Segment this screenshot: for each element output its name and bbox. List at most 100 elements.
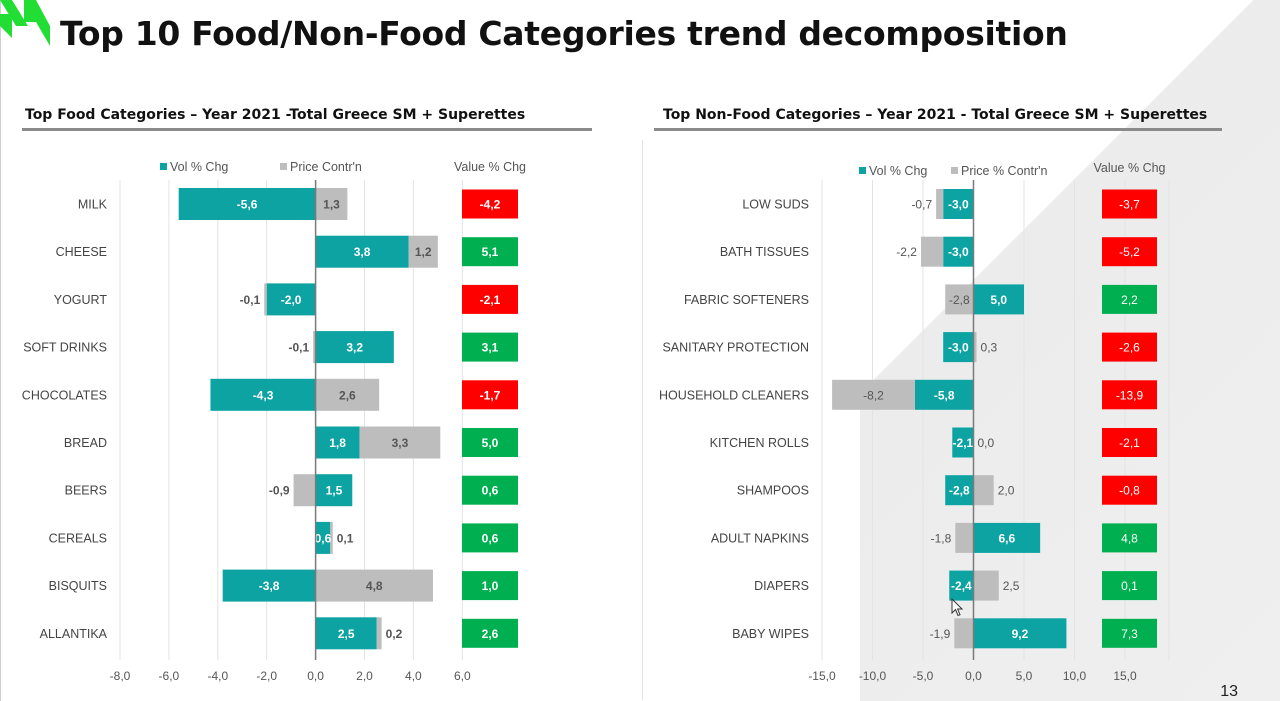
value-chg-box	[462, 475, 518, 505]
mouse-cursor-icon	[951, 598, 964, 617]
legend-label-price: Price % Contr'n	[961, 164, 1047, 178]
value-chg-label: 5,1	[482, 245, 499, 259]
legend-label-price: Price Contr'n	[290, 160, 362, 174]
price-data-label: -0,1	[288, 341, 309, 355]
price-data-label: 1,2	[415, 245, 432, 259]
value-chg-box	[1102, 332, 1157, 362]
value-chg-label: -2,6	[1119, 341, 1140, 355]
vol-bar	[943, 189, 974, 219]
price-data-label: 1,3	[323, 198, 340, 212]
value-chg-label: 0,6	[482, 484, 499, 498]
vol-data-label: 9,2	[1012, 627, 1029, 641]
value-chg-box	[1102, 618, 1157, 648]
value-chg-label: -4,2	[480, 198, 501, 212]
price-bar	[955, 522, 974, 553]
value-chg-label: -3,7	[1119, 198, 1140, 212]
slide-title: Top 10 Food/Non-Food Categories trend de…	[60, 14, 1068, 53]
price-bar	[920, 236, 944, 267]
x-tick-label: 0,0	[307, 669, 324, 683]
value-chg-label: 7,3	[1121, 627, 1138, 641]
price-bar	[315, 378, 380, 411]
x-tick-label: -2,0	[256, 669, 277, 683]
vol-data-label: -2,8	[949, 484, 970, 498]
value-chg-label: -0,8	[1119, 484, 1140, 498]
value-chg-box	[462, 380, 518, 410]
price-bar	[408, 235, 438, 268]
vol-data-label: 0,6	[315, 531, 332, 545]
vol-bar	[952, 427, 974, 458]
x-tick-label: -6,0	[159, 669, 180, 683]
price-data-label: 4,8	[366, 579, 383, 593]
vol-data-label: -3,0	[948, 341, 969, 355]
x-tick-label: 5,0	[1016, 669, 1033, 683]
x-tick-label: 10,0	[1063, 669, 1087, 683]
category-label: BABY WIPES	[732, 627, 809, 641]
vol-bar	[973, 522, 1041, 553]
x-tick-label: 4,0	[405, 669, 422, 683]
vol-data-label: 3,2	[346, 341, 363, 355]
nonfood-chart-title: Top Non-Food Categories – Year 2021 - To…	[663, 107, 1208, 123]
vol-bar	[315, 235, 409, 268]
food-categories-chart: -8,0 -6,0 -4,0 -2,0 0,0 2,0 4,0 6,0 Vol % Chg Pri…	[22, 160, 526, 683]
x-tick-label: -5,0	[913, 669, 934, 683]
value-column-header: Value % Chg	[1093, 161, 1165, 175]
vol-data-label: 1,8	[329, 436, 346, 450]
value-chg-label: 4,8	[1121, 531, 1138, 545]
price-data-label: -8,2	[863, 388, 884, 402]
price-data-label: -2,8	[949, 293, 970, 307]
value-chg-label: 5,0	[482, 436, 499, 450]
price-bar	[315, 569, 433, 602]
vol-data-label: -5,6	[237, 198, 258, 212]
brand-logo-icon	[0, 0, 50, 46]
vol-bar	[315, 617, 377, 650]
vol-data-label: -5,8	[934, 388, 955, 402]
vol-bar	[943, 236, 974, 267]
price-data-label: -0,9	[269, 484, 290, 498]
legend-label-vol: Vol % Chg	[869, 164, 927, 178]
vol-data-label: 3,8	[354, 245, 371, 259]
vol-data-label: 6,6	[998, 531, 1015, 545]
price-bar	[359, 426, 441, 459]
price-bar	[973, 570, 999, 601]
panel-divider	[642, 140, 643, 700]
value-chg-label: 0,1	[1121, 579, 1138, 593]
category-label: CHEESE	[56, 245, 107, 259]
price-data-label: 0,0	[978, 436, 995, 450]
value-column-header: Value % Chg	[454, 160, 526, 174]
x-tick-label: -4,0	[207, 669, 228, 683]
x-tick-label: 0,0	[965, 669, 982, 683]
category-label: BREAD	[64, 436, 107, 450]
value-chg-label: -2,1	[1119, 436, 1140, 450]
price-bar	[264, 283, 267, 316]
slide-left-edge	[0, 0, 1, 701]
category-label: SHAMPOOS	[737, 484, 809, 498]
price-bar	[293, 474, 316, 507]
price-bar	[936, 189, 944, 219]
vol-data-label: 2,5	[338, 627, 355, 641]
value-chg-box	[462, 237, 518, 267]
category-label: BEERS	[65, 484, 107, 498]
category-label: BATH TISSUES	[720, 245, 809, 259]
price-bar	[832, 379, 915, 410]
vol-bar	[315, 331, 394, 364]
price-data-label: 0,3	[981, 341, 998, 355]
category-label: CHOCOLATES	[22, 388, 107, 402]
price-data-label: 0,1	[337, 531, 354, 545]
legend-swatch-vol	[859, 167, 866, 174]
x-tick-label: -15,0	[808, 669, 836, 683]
value-chg-box	[1102, 523, 1157, 553]
price-data-label: -1,9	[930, 627, 951, 641]
vol-data-label: -3,8	[259, 579, 280, 593]
value-chg-box	[1102, 237, 1157, 267]
vol-data-label: -2,4	[951, 579, 972, 593]
vol-bar	[914, 379, 974, 410]
value-chg-label: -1,7	[480, 388, 501, 402]
category-label: SOFT DRINKS	[23, 341, 107, 355]
x-tick-label: 2,0	[356, 669, 373, 683]
category-label: YOGURT	[54, 293, 108, 307]
price-data-label: 2,5	[1003, 579, 1020, 593]
category-label: SANITARY PROTECTION	[662, 341, 809, 355]
vol-bar	[973, 618, 1067, 649]
category-label: CEREALS	[49, 531, 107, 545]
